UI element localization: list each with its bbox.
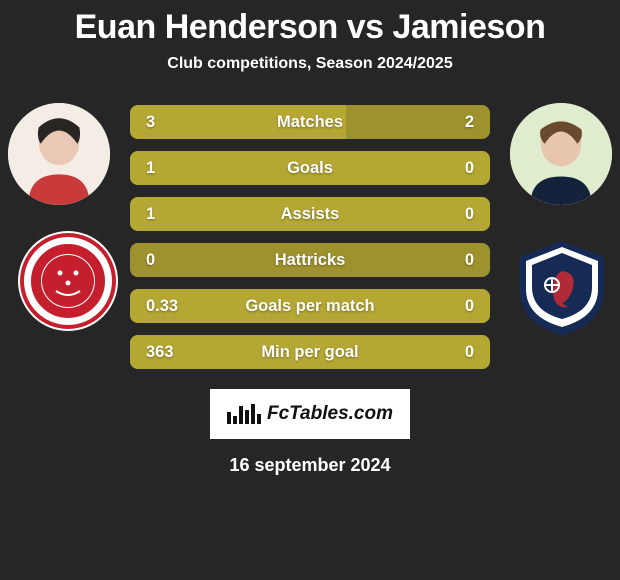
stat-row: 0Hattricks0 [130,243,490,277]
stat-label: Matches [130,113,490,132]
stat-right-value: 2 [465,113,474,132]
stat-right-value: 0 [465,205,474,224]
club-right-crest [512,237,612,337]
stat-right-value: 0 [465,297,474,316]
stat-row: 1Assists0 [130,197,490,231]
player-right-avatar [510,103,612,205]
comparison-content: 3Matches21Goals01Assists00Hattricks00.33… [0,105,620,476]
stat-label: Hattricks [130,251,490,270]
stat-row: 3Matches2 [130,105,490,139]
stat-label: Min per goal [130,343,490,362]
stat-right-value: 0 [465,159,474,178]
crest-icon [512,237,612,337]
person-icon [510,103,612,205]
person-icon [8,103,110,205]
stat-row: 1Goals0 [130,151,490,185]
club-left-crest [18,231,118,331]
stat-label: Assists [130,205,490,224]
bars-icon [227,404,261,424]
stat-label: Goals per match [130,297,490,316]
stats-bars: 3Matches21Goals01Assists00Hattricks00.33… [130,105,490,369]
page-subtitle: Club competitions, Season 2024/2025 [0,55,620,73]
stat-row: 0.33Goals per match0 [130,289,490,323]
logo-text: FcTables.com [267,403,393,425]
player-left-avatar [8,103,110,205]
page-title: Euan Henderson vs Jamieson [0,0,620,47]
stat-right-value: 0 [465,251,474,270]
fctables-logo: FcTables.com [210,389,410,439]
stat-row: 363Min per goal0 [130,335,490,369]
stat-right-value: 0 [465,343,474,362]
stat-label: Goals [130,159,490,178]
crest-icon [18,231,118,331]
date-text: 16 september 2024 [10,455,610,476]
